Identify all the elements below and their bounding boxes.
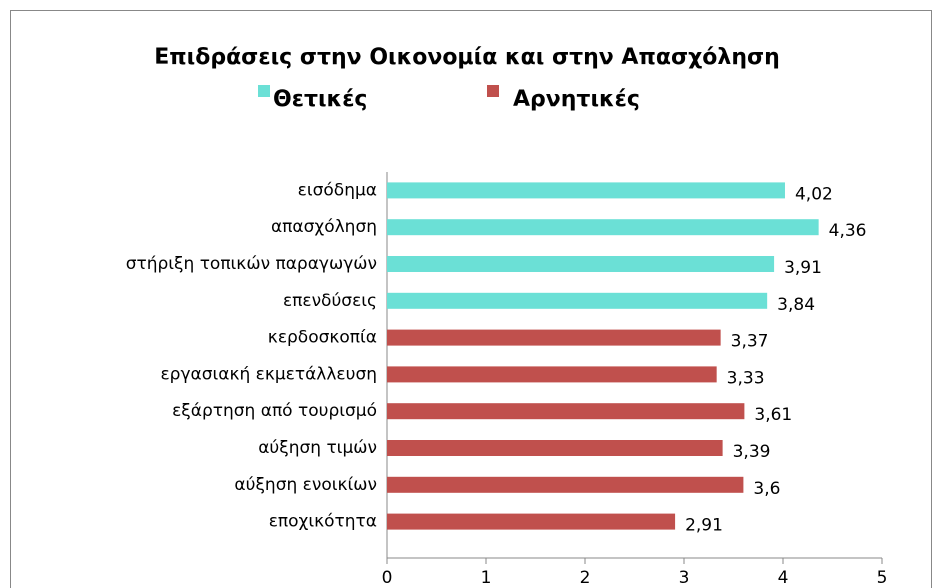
bar	[387, 329, 721, 346]
data-label: 4,02	[795, 184, 833, 204]
bar	[387, 440, 723, 456]
x-tick-label: 2	[580, 568, 591, 588]
chart-title: Επιδράσεις στην Οικονομία και στην Απασχ…	[154, 45, 780, 70]
data-label: 3,37	[731, 332, 769, 352]
x-tick-label: 3	[679, 568, 690, 588]
x-tick-label: 4	[778, 568, 789, 588]
y-tick-label: αύξηση τιμών	[258, 438, 377, 458]
y-tick-label: επενδύσεις	[283, 291, 377, 311]
data-label: 3,39	[733, 442, 771, 462]
y-tick-label: εποχικότητα	[269, 512, 377, 532]
legend-swatch	[487, 85, 499, 97]
data-label: 3,84	[777, 295, 815, 315]
legend-swatch	[258, 85, 270, 97]
data-label: 3,33	[727, 368, 765, 388]
y-tick-label: αύξηση ενοικίων	[234, 475, 377, 495]
legend-label: Θετικές	[273, 87, 367, 112]
y-tick-label: εισόδημα	[298, 180, 377, 200]
x-tick-label: 5	[877, 568, 888, 588]
y-tick-label: κερδοσκοπία	[268, 328, 377, 348]
bar	[387, 256, 775, 272]
x-tick-label: 0	[382, 568, 393, 588]
data-label: 2,91	[685, 516, 723, 536]
bar	[387, 292, 768, 309]
bar	[387, 366, 717, 383]
data-label: 3,91	[784, 258, 822, 278]
y-tick-label: απασχόληση	[271, 217, 377, 237]
bar	[387, 403, 745, 420]
y-tick-label: εξάρτηση από τουρισμό	[172, 401, 377, 421]
legend-label: Αρνητικές	[513, 87, 640, 112]
bar	[387, 182, 785, 199]
x-tick-label: 1	[481, 568, 492, 588]
data-label: 3,61	[754, 405, 792, 425]
y-tick-label: στήριξη τοπικών παραγωγών	[126, 254, 377, 274]
bar	[387, 219, 819, 236]
bar	[387, 476, 744, 493]
data-label: 3,6	[753, 479, 780, 499]
bar	[387, 513, 676, 530]
data-label: 4,36	[829, 221, 867, 241]
y-tick-label: εργασιακή εκμετάλλευση	[160, 364, 377, 384]
